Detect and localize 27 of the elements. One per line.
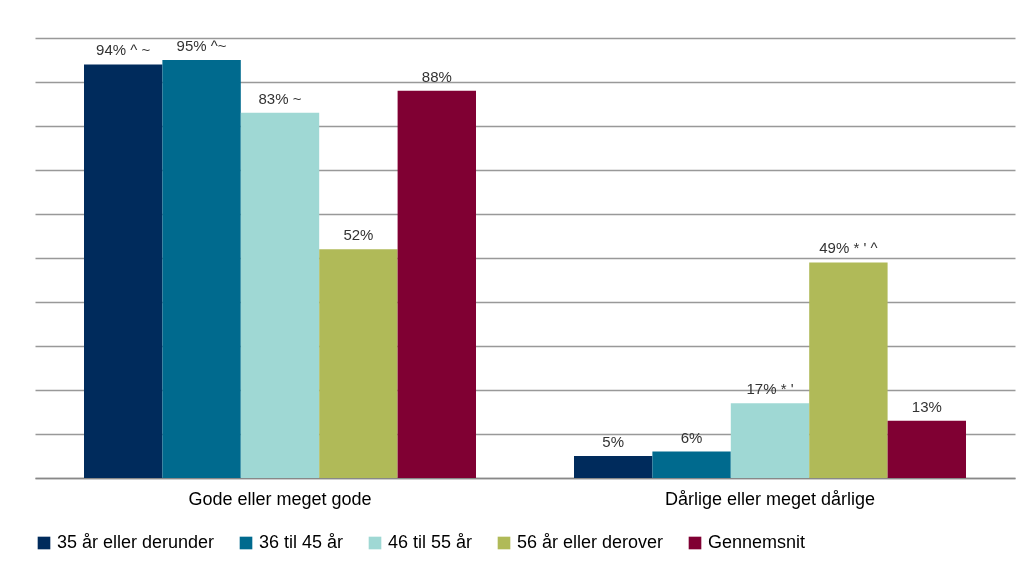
- bar: [84, 64, 163, 478]
- x-tick-label: Gode eller meget gode: [188, 488, 372, 509]
- x-tick-label: Dårlige eller meget dårlige: [664, 488, 876, 509]
- legend-label: 35 år eller derunder: [57, 532, 215, 552]
- legend-label: Gennemsnit: [708, 532, 806, 552]
- data-label: 88%: [421, 67, 452, 85]
- legend-label: 56 år eller derover: [517, 532, 664, 552]
- data-label: 6%: [680, 428, 703, 446]
- bar: [240, 112, 320, 478]
- bar: [574, 456, 653, 478]
- bar: [887, 420, 966, 478]
- data-label: 94% ^ ~: [96, 41, 151, 59]
- bar: [809, 262, 888, 478]
- data-label: 83% ~: [258, 89, 302, 107]
- bar: [652, 451, 731, 478]
- legend-label: 46 til 55 år: [388, 532, 473, 552]
- data-label: 13%: [911, 397, 942, 415]
- data-label: 5%: [602, 433, 625, 450]
- data-label: 95% ^~: [176, 37, 227, 54]
- bar: [162, 60, 241, 478]
- bar: [319, 249, 398, 478]
- data-label: 52%: [343, 226, 374, 244]
- data-label: 17% * ': [746, 380, 794, 398]
- data-label: 49% * ' ^: [819, 239, 878, 257]
- bar: [730, 403, 810, 478]
- bar: [397, 90, 476, 478]
- legend-label: 36 til 45 år: [259, 532, 344, 552]
